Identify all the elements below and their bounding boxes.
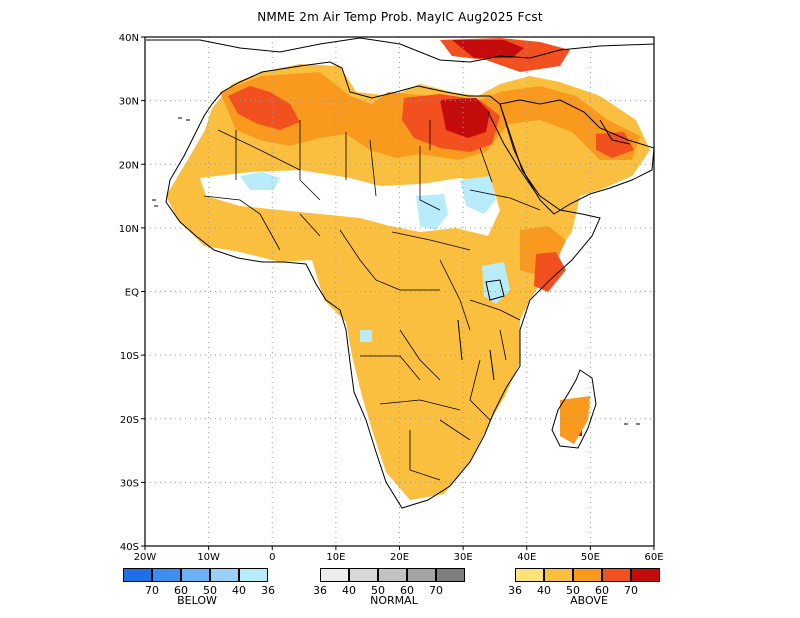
lat-axis-labels: 40N 30N 20N 10N EQ 10S 20S 30S 40S [119, 33, 139, 553]
lat-label: 30S [120, 478, 139, 489]
lake-tanganyika [457, 319, 463, 361]
lon-label: 0 [269, 552, 275, 563]
legend-above-swatch [602, 568, 631, 582]
legend-normal-label: NORMAL [370, 594, 418, 607]
region-above-70-egypt [440, 98, 490, 138]
cape-verde [152, 199, 158, 207]
region-above-70-med [452, 40, 524, 58]
legend-below-tick: 36 [261, 584, 275, 597]
lon-label: 50E [581, 552, 600, 563]
red-sea-line [487, 111, 539, 197]
legend-above-swatch [544, 568, 573, 582]
legend-below-swatch [210, 568, 239, 582]
legend-below-tick: 70 [145, 584, 159, 597]
lon-axis-labels: 20W 10W 0 10E 20E 30E 40E 50E 60E [134, 552, 664, 563]
coastlines [146, 37, 654, 509]
region-below-sudan [460, 176, 496, 214]
legend-above-tick: 50 [566, 584, 580, 597]
legend-above-label: ABOVE [570, 594, 608, 607]
lat-label: EQ [125, 288, 139, 299]
legend-above-swatch [573, 568, 602, 582]
legend-below-swatch [181, 568, 210, 582]
region-above-50-60 [228, 86, 300, 130]
legend-normal-tick: 36 [313, 584, 327, 597]
legend-above-tick: 60 [595, 584, 609, 597]
legend-below-label: BELOW [177, 594, 217, 607]
legend-normal: 36 40 50 60 70 NORMAL [313, 568, 468, 612]
probability-shading [166, 38, 652, 500]
europe-coastline [146, 37, 654, 63]
legend-above-swatch [515, 568, 544, 582]
lat-label: 20S [120, 415, 139, 426]
legend-normal-tick: 70 [429, 584, 443, 597]
legend-normal-tick: 60 [400, 584, 414, 597]
legend-normal-tick: 50 [371, 584, 385, 597]
lake-victoria [485, 279, 505, 301]
lon-label: 40E [517, 552, 536, 563]
africa-coastline [165, 61, 601, 509]
legend-above-tick: 40 [537, 584, 551, 597]
legend-below-tick: 40 [232, 584, 246, 597]
legend-above-tick: 36 [508, 584, 522, 597]
lake-malawi [489, 349, 495, 381]
legend-below-tick: 50 [203, 584, 217, 597]
legend-normal-swatch [436, 568, 465, 582]
persian-gulf-line [599, 119, 631, 145]
region-above-40-50-kenya [520, 226, 566, 276]
legend-above: 36 40 50 60 70 ABOVE [508, 568, 663, 612]
region-below-sahel [240, 172, 280, 190]
legend-below-swatch [123, 568, 152, 582]
madagascar-coastline [551, 369, 597, 449]
legend-normal-swatch [378, 568, 407, 582]
legend-below-swatch [239, 568, 268, 582]
lon-label: 20E [390, 552, 409, 563]
legend-above-tick: 70 [624, 584, 638, 597]
lon-label: 20W [134, 552, 157, 563]
lat-label: 40N [119, 33, 139, 44]
legend-below-tick: 60 [174, 584, 188, 597]
lat-label: 20N [119, 160, 139, 171]
lat-label: 10N [119, 224, 139, 235]
lat-label: 40S [120, 542, 139, 553]
region-below-chad [416, 194, 448, 230]
canary-islands [178, 117, 190, 121]
legend-normal-tick: 40 [342, 584, 356, 597]
lon-label: 10E [326, 552, 345, 563]
legend-normal-swatch [349, 568, 378, 582]
region-above-madagascar [560, 396, 590, 444]
map-title: NMME 2m Air Temp Prob. MayIC Aug2025 Fcs… [257, 10, 543, 24]
legend-below: 70 60 50 40 36 BELOW [123, 568, 275, 612]
legend-normal-swatch [407, 568, 436, 582]
legend-normal-swatch [320, 568, 349, 582]
axis-ticks [141, 36, 655, 550]
lat-label: 10S [120, 351, 139, 362]
legend-above-swatch [631, 568, 660, 582]
legend-below-swatch [152, 568, 181, 582]
lon-label: 60E [644, 552, 663, 563]
lon-label: 10W [197, 552, 220, 563]
region-normal-arabia [598, 44, 652, 98]
region-above-50-60-kenya [534, 252, 566, 292]
lat-label: 30N [119, 97, 139, 108]
region-below-congo [360, 330, 372, 342]
lon-label: 30E [454, 552, 473, 563]
country-borders [203, 120, 541, 481]
